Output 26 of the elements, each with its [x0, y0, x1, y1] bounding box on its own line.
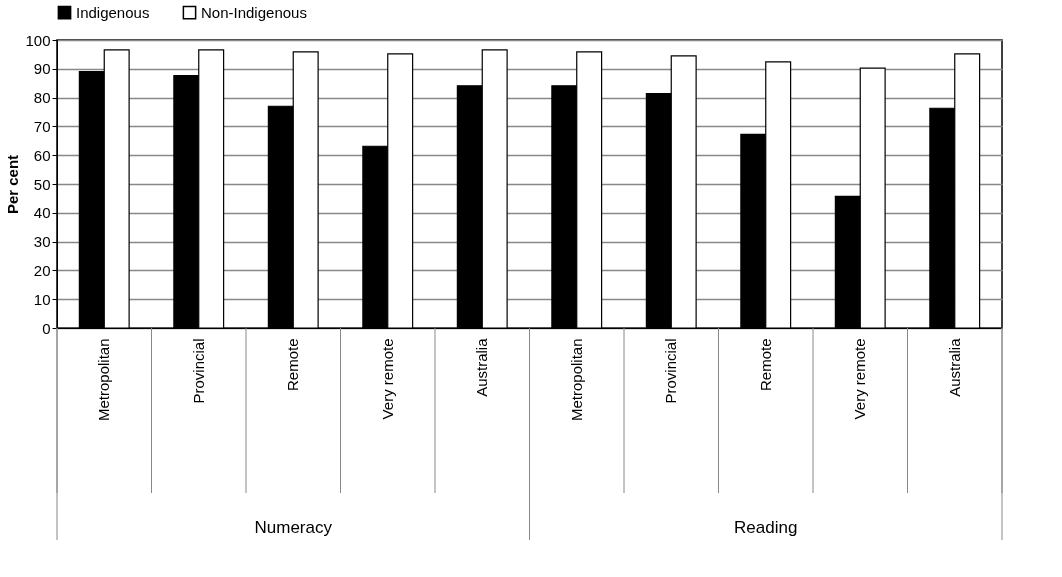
- x-tick-label: Remote: [284, 338, 302, 392]
- y-tick-label: 50: [33, 175, 51, 193]
- x-tick-label: Provincial: [662, 338, 680, 404]
- y-tick-label: 20: [33, 261, 51, 279]
- text: Reading: [734, 518, 798, 537]
- y-tick-label: 90: [33, 60, 51, 78]
- y-tick-label: 0: [42, 319, 51, 337]
- y-tick-label: 40: [33, 204, 51, 222]
- x-tick-label: Very remote: [378, 338, 396, 420]
- legend-label: Indigenous: [76, 3, 150, 21]
- y-tick-label: 80: [33, 89, 51, 107]
- x-tick-label: Provincial: [189, 338, 207, 404]
- legend-label: Non-Indigenous: [201, 3, 307, 21]
- x-tick-label: Australia: [473, 337, 491, 397]
- x-tick-label: Metropolitan: [567, 338, 585, 422]
- x-tick-label: Remote: [756, 338, 774, 392]
- y-tick-label: 60: [33, 146, 51, 164]
- x-tick-label: Metropolitan: [95, 338, 113, 422]
- y-tick-label: 30: [33, 233, 51, 251]
- x-tick-label: Australia: [945, 337, 963, 397]
- y-tick-label: 100: [25, 31, 51, 49]
- y-tick-label: 70: [33, 117, 51, 135]
- text: Numeracy: [254, 518, 333, 537]
- x-tick-label: Very remote: [851, 338, 869, 420]
- y-axis-title: Per cent: [4, 154, 22, 215]
- y-tick-label: 10: [33, 290, 51, 308]
